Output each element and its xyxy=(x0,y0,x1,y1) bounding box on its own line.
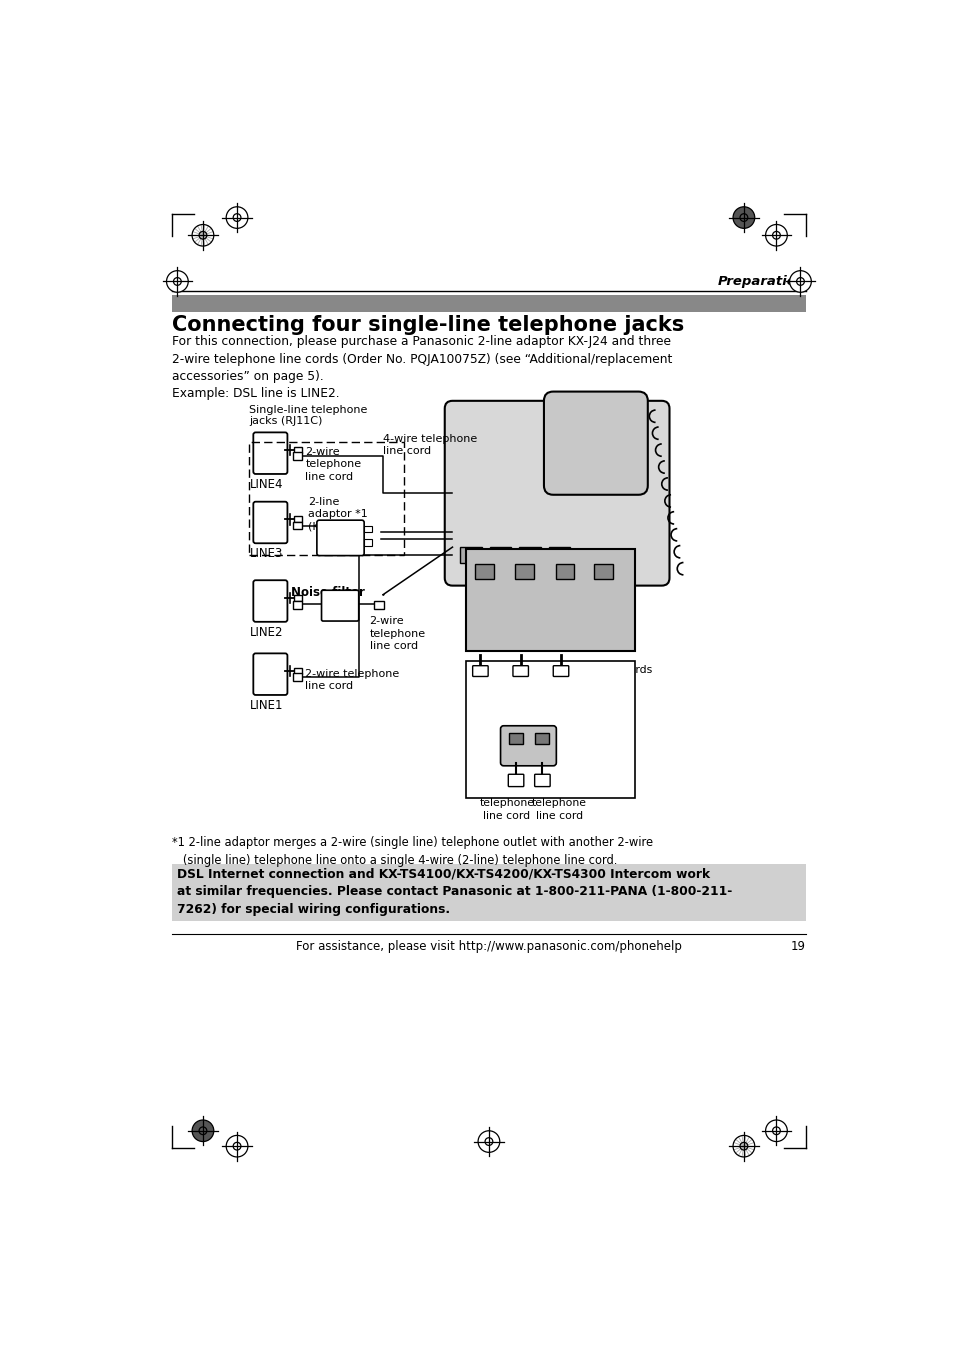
Bar xyxy=(594,565,612,580)
Text: 2-wire
telephone
line cord: 2-wire telephone line cord xyxy=(305,447,361,482)
Text: LINE2: LINE2 xyxy=(250,626,283,639)
FancyBboxPatch shape xyxy=(321,590,358,621)
FancyBboxPatch shape xyxy=(253,580,287,621)
Text: *1 2-line adaptor merges a 2-wire (single line) telephone outlet with another 2-: *1 2-line adaptor merges a 2-wire (singl… xyxy=(172,836,653,867)
Circle shape xyxy=(765,1120,786,1142)
Bar xyxy=(293,521,302,530)
FancyBboxPatch shape xyxy=(472,666,488,677)
Text: Noise filter: Noise filter xyxy=(291,586,365,600)
Text: 2-wire
telephone
line cord: 2-wire telephone line cord xyxy=(532,786,586,820)
Text: LINE3/4: LINE3/4 xyxy=(513,558,536,563)
Text: 2-LINE
PHONE: 2-LINE PHONE xyxy=(506,731,525,740)
FancyBboxPatch shape xyxy=(543,392,647,494)
Text: Single-line telephone
jacks (RJ11C): Single-line telephone jacks (RJ11C) xyxy=(249,405,368,427)
FancyBboxPatch shape xyxy=(316,520,364,555)
Bar xyxy=(509,734,522,744)
Bar xyxy=(518,547,540,562)
Bar xyxy=(172,296,805,312)
Bar xyxy=(548,547,570,562)
FancyBboxPatch shape xyxy=(253,654,287,694)
Text: 4-wire
telephone
line cord: 4-wire telephone line cord xyxy=(478,786,534,820)
Bar xyxy=(466,661,635,798)
Text: Connect the telephone line cords
to the 2-line adaptor KX-J24.: Connect the telephone line cords to the … xyxy=(471,665,652,688)
Text: 2-wire telephone
line cord: 2-wire telephone line cord xyxy=(305,669,399,692)
Bar xyxy=(172,865,805,921)
Text: 2-wire
telephone
line cord: 2-wire telephone line cord xyxy=(369,616,425,651)
Bar xyxy=(293,673,302,681)
FancyBboxPatch shape xyxy=(553,666,568,677)
Bar xyxy=(294,516,302,523)
Bar xyxy=(475,565,493,580)
Bar xyxy=(374,601,383,609)
Bar xyxy=(293,601,302,609)
FancyBboxPatch shape xyxy=(513,666,528,677)
Bar xyxy=(459,547,481,562)
Text: 4-wire telephone
line cord: 4-wire telephone line cord xyxy=(382,434,476,457)
Bar xyxy=(364,539,372,546)
Text: For assistance, please visit http://www.panasonic.com/phonehelp: For assistance, please visit http://www.… xyxy=(295,940,681,952)
Circle shape xyxy=(789,270,810,292)
Circle shape xyxy=(226,207,248,228)
Circle shape xyxy=(732,207,754,228)
Bar xyxy=(535,734,549,744)
FancyBboxPatch shape xyxy=(253,432,287,474)
FancyBboxPatch shape xyxy=(500,725,556,766)
Text: Example: DSL line is LINE2.: Example: DSL line is LINE2. xyxy=(172,386,339,400)
FancyBboxPatch shape xyxy=(253,501,287,543)
Circle shape xyxy=(192,1120,213,1142)
Text: DSL Internet connection and KX-TS4100/KX-TS4200/KX-TS4300 Intercom work
at simil: DSL Internet connection and KX-TS4100/KX… xyxy=(176,867,731,916)
Text: LINE2: LINE2 xyxy=(556,558,573,563)
Text: LINE1/2: LINE1/2 xyxy=(592,558,615,563)
Text: LINE1: LINE1 xyxy=(250,698,283,712)
Circle shape xyxy=(167,270,188,292)
Text: LINE4: LINE4 xyxy=(476,558,493,563)
Bar xyxy=(555,565,574,580)
Bar xyxy=(489,547,511,562)
Bar xyxy=(294,447,302,453)
Text: Connecting four single-line telephone jacks: Connecting four single-line telephone ja… xyxy=(172,315,683,335)
Bar xyxy=(294,667,302,674)
Bar xyxy=(364,526,372,532)
FancyBboxPatch shape xyxy=(444,401,669,585)
Text: LINE3: LINE3 xyxy=(250,547,283,561)
Bar xyxy=(466,549,635,651)
Bar xyxy=(293,453,302,461)
Circle shape xyxy=(226,1135,248,1156)
Text: 19: 19 xyxy=(790,940,805,952)
Text: LINE2: LINE2 xyxy=(534,731,550,735)
Circle shape xyxy=(477,1131,499,1152)
Text: LINE4: LINE4 xyxy=(250,478,283,490)
Text: For this connection, please purchase a Panasonic 2-line adaptor KX-J24 and three: For this connection, please purchase a P… xyxy=(172,335,672,384)
Text: 2-line
adaptor *1
(KX-J24): 2-line adaptor *1 (KX-J24) xyxy=(308,497,368,532)
Text: Preparation: Preparation xyxy=(717,274,805,288)
Circle shape xyxy=(765,224,786,246)
Bar xyxy=(294,594,302,601)
FancyBboxPatch shape xyxy=(508,774,523,786)
FancyBboxPatch shape xyxy=(534,774,550,786)
Bar xyxy=(515,565,534,580)
